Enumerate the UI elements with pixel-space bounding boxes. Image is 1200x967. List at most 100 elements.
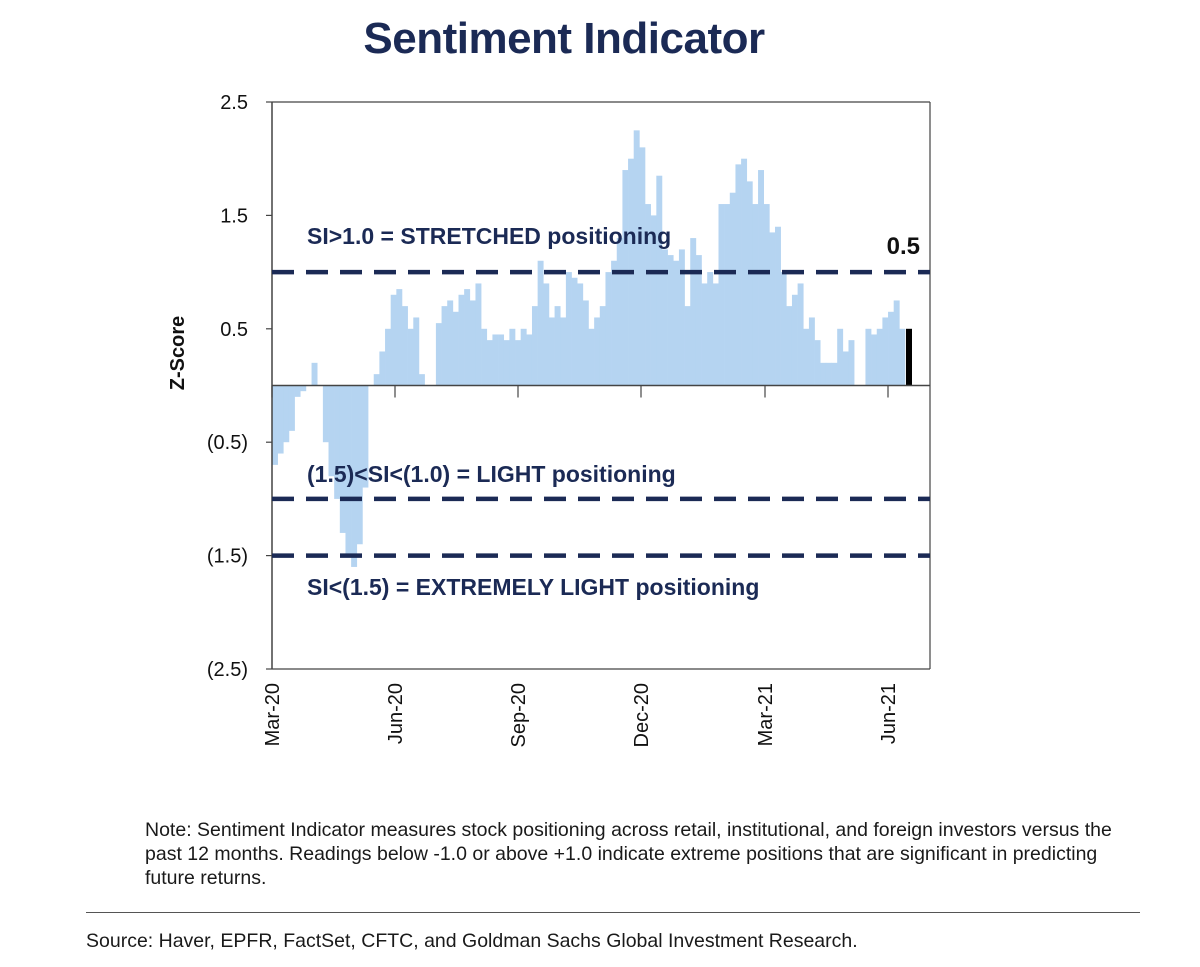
sentiment-bar	[769, 232, 776, 386]
sentiment-bar	[311, 362, 318, 386]
sentiment-bar	[673, 260, 680, 386]
sentiment-bar	[803, 328, 810, 386]
chart-note: Note: Sentiment Indicator measures stock…	[145, 819, 1112, 889]
latest-value-label: 0.5	[887, 233, 920, 260]
sentiment-bar	[277, 385, 284, 454]
sentiment-bar	[515, 340, 521, 386]
sentiment-bar	[656, 175, 663, 386]
sentiment-bar	[763, 204, 770, 386]
sentiment-bar	[548, 317, 555, 386]
sentiment-bar	[334, 385, 341, 499]
sentiment-bar	[543, 283, 550, 386]
x-tick-label: Jun-20	[385, 683, 407, 744]
reference-lines-layer	[272, 269, 930, 558]
sentiment-bar	[345, 385, 352, 556]
latest-value-bar	[906, 328, 912, 386]
sentiment-bar	[435, 323, 442, 386]
x-tick-label: Mar-20	[262, 683, 284, 746]
sentiment-bar	[645, 204, 651, 386]
y-tick-label: 2.5	[220, 92, 248, 114]
sentiment-bar	[582, 300, 589, 386]
y-tick-label: 1.5	[220, 205, 248, 227]
sentiment-bar	[888, 311, 894, 386]
sentiment-bar	[684, 306, 691, 386]
sentiment-bar	[272, 385, 278, 465]
sentiment-bar	[690, 238, 697, 386]
sentiment-bar	[322, 385, 329, 443]
sentiment-bar	[735, 164, 742, 386]
sentiment-bar	[288, 385, 295, 431]
sentiment-bar	[390, 294, 397, 386]
sentiment-bar	[481, 328, 488, 386]
bars-layer	[272, 130, 912, 567]
x-tick-label: Jun-21	[878, 683, 900, 744]
sentiment-bar	[520, 328, 527, 386]
sentiment-bar	[639, 147, 646, 386]
sentiment-bar	[418, 374, 425, 386]
sentiment-bar	[707, 272, 714, 386]
sentiment-bar	[458, 294, 465, 386]
sentiment-bar	[786, 306, 793, 386]
y-tick-label: (0.5)	[207, 432, 248, 454]
sentiment-bar	[599, 306, 606, 386]
footer-divider	[86, 912, 1140, 913]
sentiment-bar	[486, 340, 493, 386]
sentiment-bar	[294, 385, 301, 397]
y-tick-label: 0.5	[220, 319, 248, 341]
sentiment-bar	[526, 334, 533, 386]
sentiment-bar	[724, 204, 731, 386]
sentiment-bar	[413, 317, 420, 386]
axis-layer	[266, 101, 931, 670]
sentiment-bar	[339, 385, 346, 533]
sentiment-bar	[718, 204, 725, 386]
sentiment-bar	[791, 294, 798, 386]
y-tick-label: (1.5)	[207, 546, 248, 568]
threshold-label: (1.5)<SI<(1.0) = LIGHT positioning	[307, 461, 676, 487]
sentiment-bar	[633, 130, 640, 386]
sentiment-bar	[758, 170, 764, 386]
sentiment-bar	[820, 362, 827, 386]
sentiment-bar	[837, 328, 844, 386]
sentiment-bar	[560, 317, 567, 386]
sentiment-bar	[328, 385, 335, 477]
sentiment-bar	[475, 283, 482, 386]
sentiment-chart: 2.5 1.5 0.5 (0.5) (1.5) (2.5) Mar-20 Jun-20 Sep-…	[167, 92, 931, 748]
chart-title: Sentiment Indicator	[363, 14, 765, 63]
threshold-label: SI<(1.5) = EXTREMELY LIGHT positioning	[307, 574, 759, 600]
sentiment-bar	[283, 385, 290, 443]
sentiment-bar	[831, 362, 838, 386]
sentiment-bar	[650, 215, 657, 386]
sentiment-bar	[594, 317, 601, 386]
sentiment-bar	[842, 351, 849, 386]
sentiment-bar	[362, 385, 369, 488]
sentiment-bar	[611, 260, 618, 386]
x-tick-label: Dec-20	[631, 683, 653, 747]
sentiment-bar	[464, 289, 471, 386]
threshold-label: SI>1.0 = STRETCHED positioning	[307, 223, 671, 249]
sentiment-bar	[452, 311, 459, 386]
x-tick-label: Mar-21	[755, 683, 777, 746]
sentiment-bar	[893, 300, 900, 386]
sentiment-bar	[469, 300, 476, 386]
sentiment-bar	[537, 260, 544, 386]
sentiment-bar	[616, 238, 623, 386]
sentiment-bar	[498, 334, 505, 386]
sentiment-bar	[871, 334, 878, 386]
sentiment-bar	[808, 317, 815, 386]
y-axis-title: Z-Score	[167, 316, 189, 390]
sentiment-bar	[351, 385, 358, 567]
sentiment-bar	[605, 272, 612, 386]
sentiment-bar	[565, 272, 572, 386]
sentiment-bar	[746, 181, 753, 386]
sentiment-bar	[712, 283, 719, 386]
sentiment-bar	[865, 328, 872, 386]
sentiment-bar	[492, 334, 499, 386]
sentiment-bar	[531, 306, 538, 386]
sentiment-bar	[701, 283, 708, 386]
sentiment-bar	[729, 192, 736, 386]
labels-layer: 2.5 1.5 0.5 (0.5) (1.5) (2.5) Mar-20 Jun-20 Sep-…	[167, 92, 920, 748]
sentiment-bar	[571, 277, 578, 386]
sentiment-bar	[300, 385, 307, 392]
source-text: Source: Haver, EPFR, FactSet, CFTC, and …	[86, 930, 858, 952]
sentiment-bar	[622, 170, 629, 386]
